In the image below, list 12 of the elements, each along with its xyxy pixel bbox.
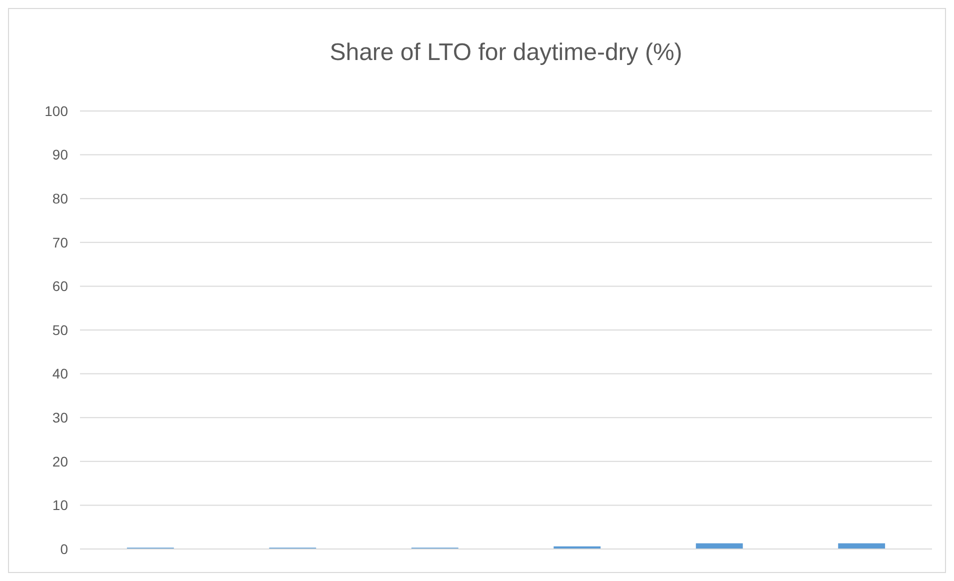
- y-tick-label: 40: [52, 366, 68, 382]
- y-tick-label: 60: [52, 278, 68, 294]
- y-tick-label: 80: [52, 190, 68, 206]
- y-tick-label: 10: [52, 497, 68, 514]
- y-tick-label: 90: [52, 146, 68, 163]
- y-tick-label: 70: [52, 234, 68, 250]
- chart-title: Share of LTO for daytime-dry (%): [330, 39, 682, 66]
- y-tick-label: 50: [52, 322, 68, 338]
- y-tick-label: 30: [52, 410, 68, 426]
- y-tick-label: 100: [44, 102, 68, 119]
- y-tick-label: 20: [52, 453, 68, 470]
- y-tick-label: 0: [60, 540, 68, 557]
